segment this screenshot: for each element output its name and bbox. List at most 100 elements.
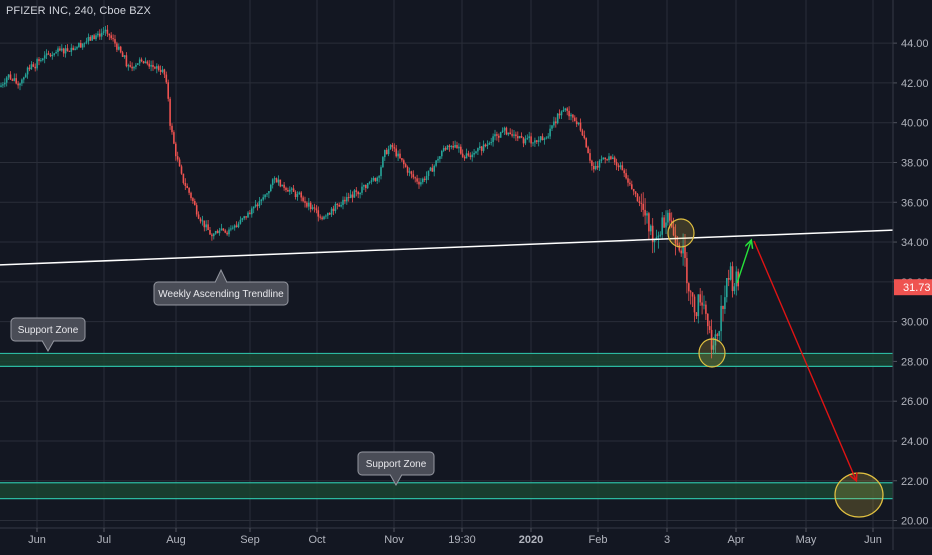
candle-body (505, 127, 508, 135)
candle-body (349, 194, 352, 199)
candle-body (499, 132, 502, 138)
candle-body (382, 157, 384, 168)
y-tick-label: 44.00 (901, 38, 929, 50)
callout-weekly-ascending-trendline[interactable]: Weekly Ascending Trendline (153, 268, 289, 306)
candle-body (638, 201, 641, 203)
candle-body (95, 35, 97, 40)
candle-body (133, 66, 135, 69)
candle-body (256, 204, 259, 207)
candle-body (140, 59, 143, 62)
candle-body (492, 136, 494, 143)
candle-body (100, 32, 103, 37)
candle-body (441, 150, 443, 157)
candle-body (581, 130, 584, 136)
highlight-ellipse-trendline-touch (667, 218, 695, 248)
candle-body (106, 29, 109, 34)
candle-body (47, 53, 50, 55)
callout-support-zone-lower[interactable]: Support Zone (357, 451, 435, 487)
candle-body (420, 182, 422, 185)
candle-body (708, 326, 711, 330)
candle-body (391, 144, 394, 148)
candle-body (408, 171, 411, 173)
candle-body (691, 292, 694, 297)
callout-support-zone-lower-text: Support Zone (366, 459, 427, 470)
candle-body (188, 187, 190, 193)
candles (0, 24, 739, 359)
candle-body (665, 222, 667, 228)
candle-body (36, 59, 38, 69)
candle-body (680, 250, 682, 254)
candle-body (693, 296, 696, 313)
y-tick-label: 40.00 (901, 118, 929, 130)
candle-body (121, 52, 124, 57)
candle-body (418, 181, 420, 185)
candle-body (634, 191, 637, 195)
candle-body (321, 217, 323, 220)
candle-body (553, 121, 555, 126)
x-tick-label: Nov (384, 534, 404, 546)
candle-body (503, 127, 506, 131)
candle-body (156, 66, 158, 69)
x-tick-label: Oct (308, 534, 325, 546)
candle-body (0, 85, 2, 87)
candle-body (180, 166, 183, 174)
candle-body (220, 228, 223, 231)
callout-support-zone-upper[interactable]: Support Zone (10, 317, 86, 353)
candle-body (24, 74, 27, 78)
candle-body (556, 113, 559, 124)
candle-body (471, 154, 473, 158)
candle-body (406, 166, 409, 173)
candle-body (593, 165, 595, 170)
candle-body (273, 178, 276, 180)
candle-body (300, 192, 302, 198)
candle-body (479, 146, 481, 149)
candle-body (13, 78, 16, 81)
candle-body (515, 134, 517, 137)
candle-body (395, 148, 397, 157)
candle-body (422, 178, 424, 183)
candle-body (518, 136, 521, 139)
candle-body (21, 79, 23, 84)
candle-body (271, 179, 274, 185)
candle-body (330, 208, 333, 215)
candle-body (555, 121, 557, 124)
candle-body (650, 225, 652, 232)
candle-body (28, 67, 31, 70)
candle-body (385, 149, 388, 155)
candle-body (232, 227, 234, 229)
candle-body (372, 178, 375, 181)
candle-body (414, 177, 416, 179)
candle-body (325, 215, 327, 217)
candle-body (490, 142, 492, 144)
candle-body (298, 192, 301, 195)
candle-body (70, 47, 73, 52)
candle-body (651, 225, 654, 243)
candle-body (237, 223, 240, 228)
weekly-ascending-trendline[interactable] (0, 229, 894, 266)
candle-body (190, 192, 192, 199)
candle-body (216, 230, 219, 234)
candle-body (279, 179, 282, 187)
candle-body (718, 331, 720, 336)
candle-body (543, 138, 546, 141)
candle-body (38, 59, 40, 62)
candle-body (731, 266, 734, 292)
candle-body (365, 185, 367, 189)
candle-body (241, 218, 244, 220)
candle-body (655, 237, 658, 239)
candle-body (192, 198, 194, 202)
candle-body (615, 162, 618, 166)
candle-body (165, 74, 168, 83)
candle-body (695, 312, 698, 317)
candle-body (148, 63, 150, 67)
candle-body (57, 48, 59, 53)
candle-body (547, 136, 549, 138)
candle-body (399, 153, 401, 159)
candle-body (450, 145, 453, 148)
candle-body (17, 83, 19, 86)
candle-body (501, 130, 504, 133)
candle-body (575, 121, 578, 125)
